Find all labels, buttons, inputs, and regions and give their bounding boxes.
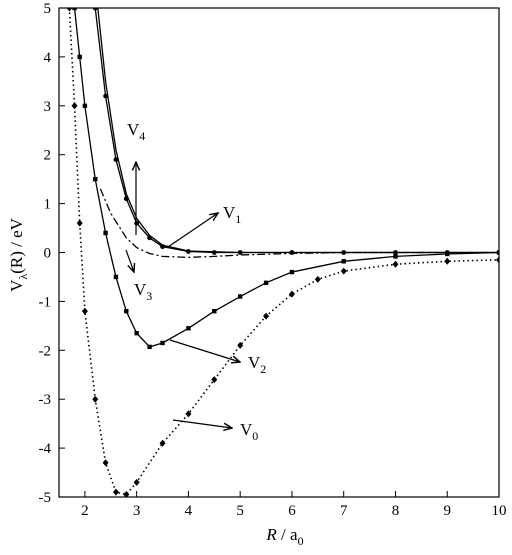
marker [103, 230, 108, 236]
x-tick-label: 6 [288, 503, 296, 519]
annotation-part: V [240, 420, 253, 439]
x-tick-label: 10 [492, 503, 507, 519]
x-tick-label: 9 [443, 503, 451, 519]
marker [341, 259, 346, 264]
annotation: V1 [223, 203, 241, 226]
marker [186, 326, 191, 331]
x-tick-label: 4 [185, 503, 193, 519]
marker [340, 267, 347, 275]
marker [124, 308, 129, 314]
marker [134, 330, 139, 336]
series-line [68, 8, 499, 496]
marker [444, 257, 451, 265]
series-line [94, 8, 499, 254]
annotation-part: 0 [252, 429, 258, 443]
marker [113, 274, 119, 280]
marker [76, 219, 83, 227]
marker [212, 308, 217, 314]
marker [263, 312, 270, 320]
annotation-part: 2 [260, 362, 266, 376]
arrows [125, 162, 240, 428]
marker [160, 340, 165, 346]
marker [159, 439, 166, 447]
annotation: V0 [240, 420, 258, 443]
marker [92, 395, 99, 403]
marker [113, 157, 119, 162]
annotation: V2 [248, 353, 266, 376]
marker [77, 54, 82, 60]
annotation-part: V [223, 203, 236, 222]
marker [93, 176, 98, 182]
marker [211, 250, 217, 255]
marker [445, 251, 450, 257]
y-label-sub: λ [16, 274, 30, 280]
series-line [97, 8, 499, 254]
x-label-sub: 0 [298, 534, 304, 548]
annotation: V3 [134, 280, 152, 303]
annotation-part: V [134, 280, 147, 299]
marker [133, 478, 140, 486]
marker [263, 280, 269, 286]
marker [72, 8, 77, 11]
y-tick-label: 5 [44, 1, 52, 17]
x-tick-label: 2 [81, 503, 89, 519]
marker [147, 344, 152, 350]
annotation-part: V [127, 120, 140, 139]
y-tick-label: 1 [44, 197, 52, 213]
marker [314, 275, 321, 283]
marker [81, 307, 88, 315]
y-tick-label: -1 [39, 294, 52, 310]
y-label-rest: (R) / eV [7, 217, 26, 273]
marker [289, 269, 295, 275]
marker [112, 488, 119, 496]
annotation: V4 [127, 120, 145, 143]
x-axis-label: R / a0 [265, 525, 303, 548]
marker [123, 491, 130, 497]
annotation-part: 3 [146, 289, 152, 303]
annotation-part: V [248, 353, 261, 372]
y-tick-label: 2 [44, 148, 52, 164]
marker [288, 290, 295, 298]
plot-area [66, 8, 499, 497]
series-line [99, 188, 499, 259]
marker [237, 294, 243, 299]
marker [66, 8, 73, 12]
annotation-part: 4 [139, 129, 145, 143]
y-tick-label: 3 [44, 99, 52, 115]
annotation-part: 1 [235, 212, 241, 226]
y-axis-label: Vλ(R) / eV [7, 217, 30, 292]
x-label-main: R [265, 525, 277, 544]
marker [393, 254, 398, 259]
marker [211, 376, 218, 384]
marker [496, 256, 499, 264]
marker [185, 410, 192, 418]
x-tick-label: 7 [340, 503, 348, 519]
y-tick-label: 4 [44, 50, 52, 66]
y-tick-label: -4 [39, 441, 52, 457]
x-tick-label: 5 [236, 503, 244, 519]
x-tick-label: 3 [133, 503, 141, 519]
y-tick-label: -2 [39, 343, 52, 359]
y-tick-label: -3 [39, 392, 52, 408]
marker [237, 341, 244, 349]
y-label-main: V [7, 279, 26, 292]
x-label-rest: / a [277, 525, 298, 544]
y-tick-label: -5 [39, 490, 52, 506]
marker [71, 102, 78, 110]
x-tick-label: 8 [392, 503, 400, 519]
y-tick-label: 0 [44, 246, 52, 262]
marker [92, 8, 98, 11]
marker [392, 260, 399, 268]
marker [82, 103, 88, 108]
marker [102, 459, 109, 467]
marker [103, 93, 108, 99]
